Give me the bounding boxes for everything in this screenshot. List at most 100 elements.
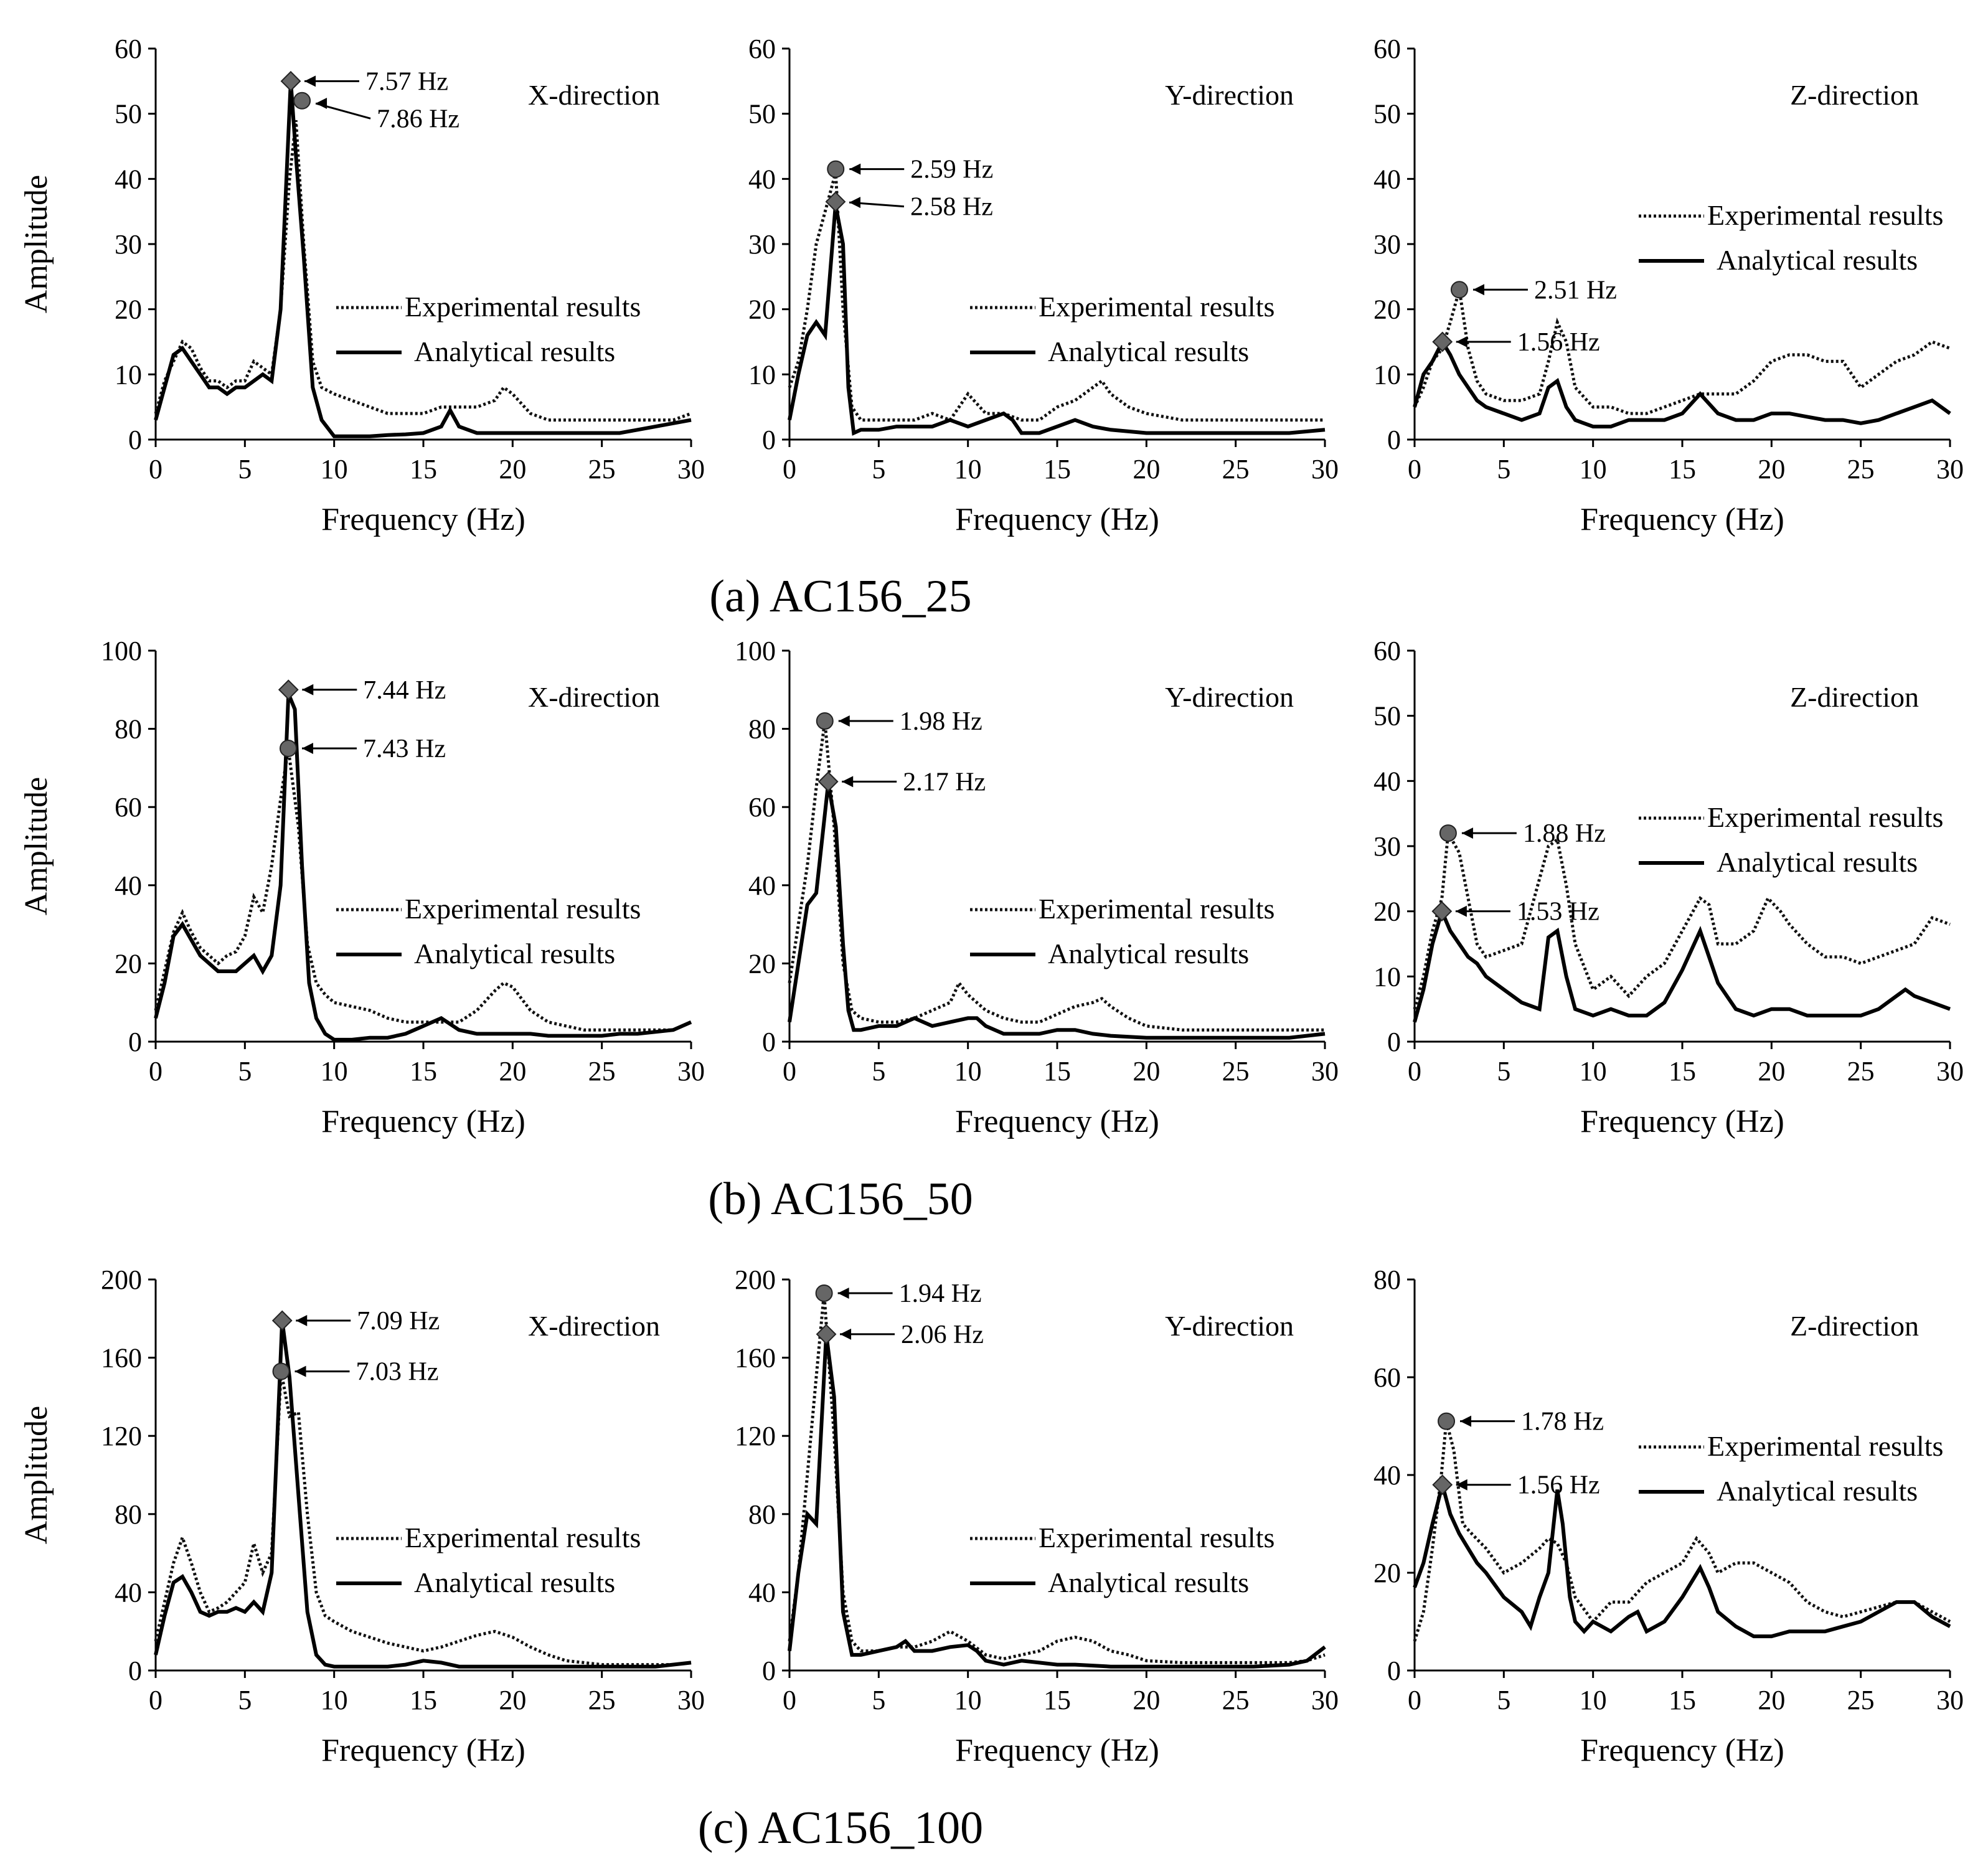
y-tick-label: 40 xyxy=(115,870,142,901)
y-tick-label: 0 xyxy=(762,425,776,455)
peak-frequency-label: 1.88 Hz xyxy=(1523,819,1606,848)
analytical-series-line xyxy=(788,1334,1326,1669)
legend-analytical-label: Analytical results xyxy=(1717,846,1918,878)
peak-diamond-marker xyxy=(278,679,299,700)
x-tick-label: 20 xyxy=(499,1056,526,1086)
peak-diamond-marker xyxy=(280,70,301,92)
x-tick-label: 25 xyxy=(1847,454,1875,484)
y-tick-label: 120 xyxy=(101,1421,142,1451)
annotation-arrowhead xyxy=(304,75,316,87)
x-tick-label: 5 xyxy=(1497,1056,1510,1086)
x-tick-label: 5 xyxy=(872,1056,885,1086)
peak-diamond-marker xyxy=(1432,331,1453,352)
x-tick-label: 25 xyxy=(1222,1685,1250,1715)
y-tick-label: 0 xyxy=(1387,1027,1401,1057)
chart-a-x: 0 10 20 30 40 50 60 0 5 10 15 20 25 30 Frequency (Hz) A… xyxy=(19,34,705,537)
x-tick-label: 5 xyxy=(238,454,252,484)
experimental-series-line xyxy=(154,748,692,1032)
x-axis-title: Frequency (Hz) xyxy=(321,1104,525,1139)
analytical-series-line xyxy=(1413,1477,1951,1639)
legend: Experimental results Analytical results xyxy=(970,291,1274,367)
peak-circle-marker xyxy=(293,92,311,110)
y-tick-label: 10 xyxy=(1373,961,1401,992)
y-tick-label: 60 xyxy=(115,792,142,822)
x-tick-label: 25 xyxy=(588,1056,616,1086)
x-tick-label: 0 xyxy=(1408,454,1421,484)
x-tick-label: 10 xyxy=(321,1056,348,1086)
x-tick-label: 10 xyxy=(1580,1056,1607,1086)
peak-frequency-label: 2.59 Hz xyxy=(910,156,993,184)
legend: Experimental results Analytical results xyxy=(970,1522,1274,1598)
y-tick-label: 60 xyxy=(115,34,142,64)
direction-label: Y-direction xyxy=(1165,1310,1294,1342)
annotation-arrowhead xyxy=(301,743,313,754)
y-tick-label: 30 xyxy=(1373,229,1401,260)
chart-b-y: 0 20 40 60 80 100 0 5 10 15 20 25 30 Frequency (Hz) Y-… xyxy=(735,636,1339,1139)
peak-circle-marker xyxy=(279,740,297,757)
x-tick-label: 30 xyxy=(1936,1056,1964,1086)
chart-c-y: 0 40 80 120 160 200 0 5 10 15 20 25 30 Frequency (Hz)… xyxy=(735,1265,1339,1768)
annotation-arrowhead xyxy=(1456,1479,1467,1491)
y-tick-label: 80 xyxy=(748,714,776,745)
chart-c-z: 0 20 40 60 80 0 5 10 15 20 25 30 Frequency (Hz) Z-dir… xyxy=(1373,1265,1964,1768)
x-axis-title: Frequency (Hz) xyxy=(321,502,525,537)
x-axis-title: Frequency (Hz) xyxy=(1580,1104,1784,1139)
y-tick-label: 120 xyxy=(735,1421,776,1451)
peak-diamond-marker xyxy=(816,1324,837,1345)
analytical-series-line xyxy=(154,692,692,1042)
x-tick-label: 30 xyxy=(1311,454,1339,484)
direction-label: X-direction xyxy=(528,79,660,111)
direction-label: Z-direction xyxy=(1790,681,1919,713)
peak-circle-marker xyxy=(1438,1412,1456,1430)
x-tick-label: 10 xyxy=(954,1056,982,1086)
y-tick-label: 0 xyxy=(1387,425,1401,455)
x-tick-label: 20 xyxy=(1758,1685,1785,1715)
y-tick-label: 20 xyxy=(1373,295,1401,325)
x-tick-label: 15 xyxy=(1043,1056,1071,1086)
x-axis-title: Frequency (Hz) xyxy=(1580,1733,1784,1768)
y-tick-label: 50 xyxy=(1373,701,1401,732)
legend: Experimental results Analytical results xyxy=(1639,199,1943,276)
x-tick-label: 25 xyxy=(1847,1056,1875,1086)
annotation-arrowhead xyxy=(1460,1415,1472,1427)
x-tick-label: 0 xyxy=(1408,1056,1421,1086)
annotation-arrowhead xyxy=(838,715,850,727)
x-tick-label: 5 xyxy=(1497,454,1510,484)
peak-frequency-label: 2.17 Hz xyxy=(903,768,986,796)
legend-analytical-label: Analytical results xyxy=(1717,244,1918,276)
x-tick-label: 25 xyxy=(588,454,616,484)
x-tick-label: 20 xyxy=(499,1685,526,1715)
legend-analytical-label: Analytical results xyxy=(1048,336,1249,367)
y-tick-label: 0 xyxy=(762,1656,776,1686)
peak-circle-marker xyxy=(827,160,845,178)
x-tick-label: 0 xyxy=(783,454,796,484)
x-tick-label: 0 xyxy=(783,1056,796,1086)
experimental-series-line xyxy=(788,720,1325,1032)
legend: Experimental results Analytical results xyxy=(336,291,641,367)
x-tick-label: 20 xyxy=(1133,1685,1160,1715)
x-tick-label: 30 xyxy=(677,1685,705,1715)
x-axis-title: Frequency (Hz) xyxy=(955,502,1159,537)
direction-label: X-direction xyxy=(528,1310,660,1342)
x-tick-label: 15 xyxy=(1669,1056,1696,1086)
x-tick-label: 5 xyxy=(1497,1685,1510,1715)
peak-circle-marker xyxy=(1439,824,1457,842)
y-tick-label: 20 xyxy=(748,295,776,325)
legend-experimental-label: Experimental results xyxy=(1707,801,1943,833)
x-tick-label: 0 xyxy=(149,454,163,484)
x-axis-title: Frequency (Hz) xyxy=(955,1733,1159,1768)
analytical-series-line xyxy=(1413,905,1951,1023)
y-tick-label: 20 xyxy=(748,948,776,979)
y-tick-label: 40 xyxy=(115,1577,142,1608)
legend-experimental-label: Experimental results xyxy=(1707,199,1943,231)
experimental-series-line xyxy=(1413,289,1951,415)
y-tick-label: 60 xyxy=(748,792,776,822)
legend-analytical-label: Analytical results xyxy=(1048,1567,1249,1598)
legend-analytical-label: Analytical results xyxy=(1717,1475,1918,1507)
experimental-series-line xyxy=(1413,1421,1951,1642)
peak-frequency-label: 7.43 Hz xyxy=(363,735,446,763)
y-tick-label: 0 xyxy=(128,1656,142,1686)
chart-a-y: 0 10 20 30 40 50 60 0 5 10 15 20 25 30 Frequency (Hz) Y… xyxy=(748,34,1339,537)
y-tick-label: 50 xyxy=(1373,99,1401,130)
x-tick-label: 30 xyxy=(1936,454,1964,484)
